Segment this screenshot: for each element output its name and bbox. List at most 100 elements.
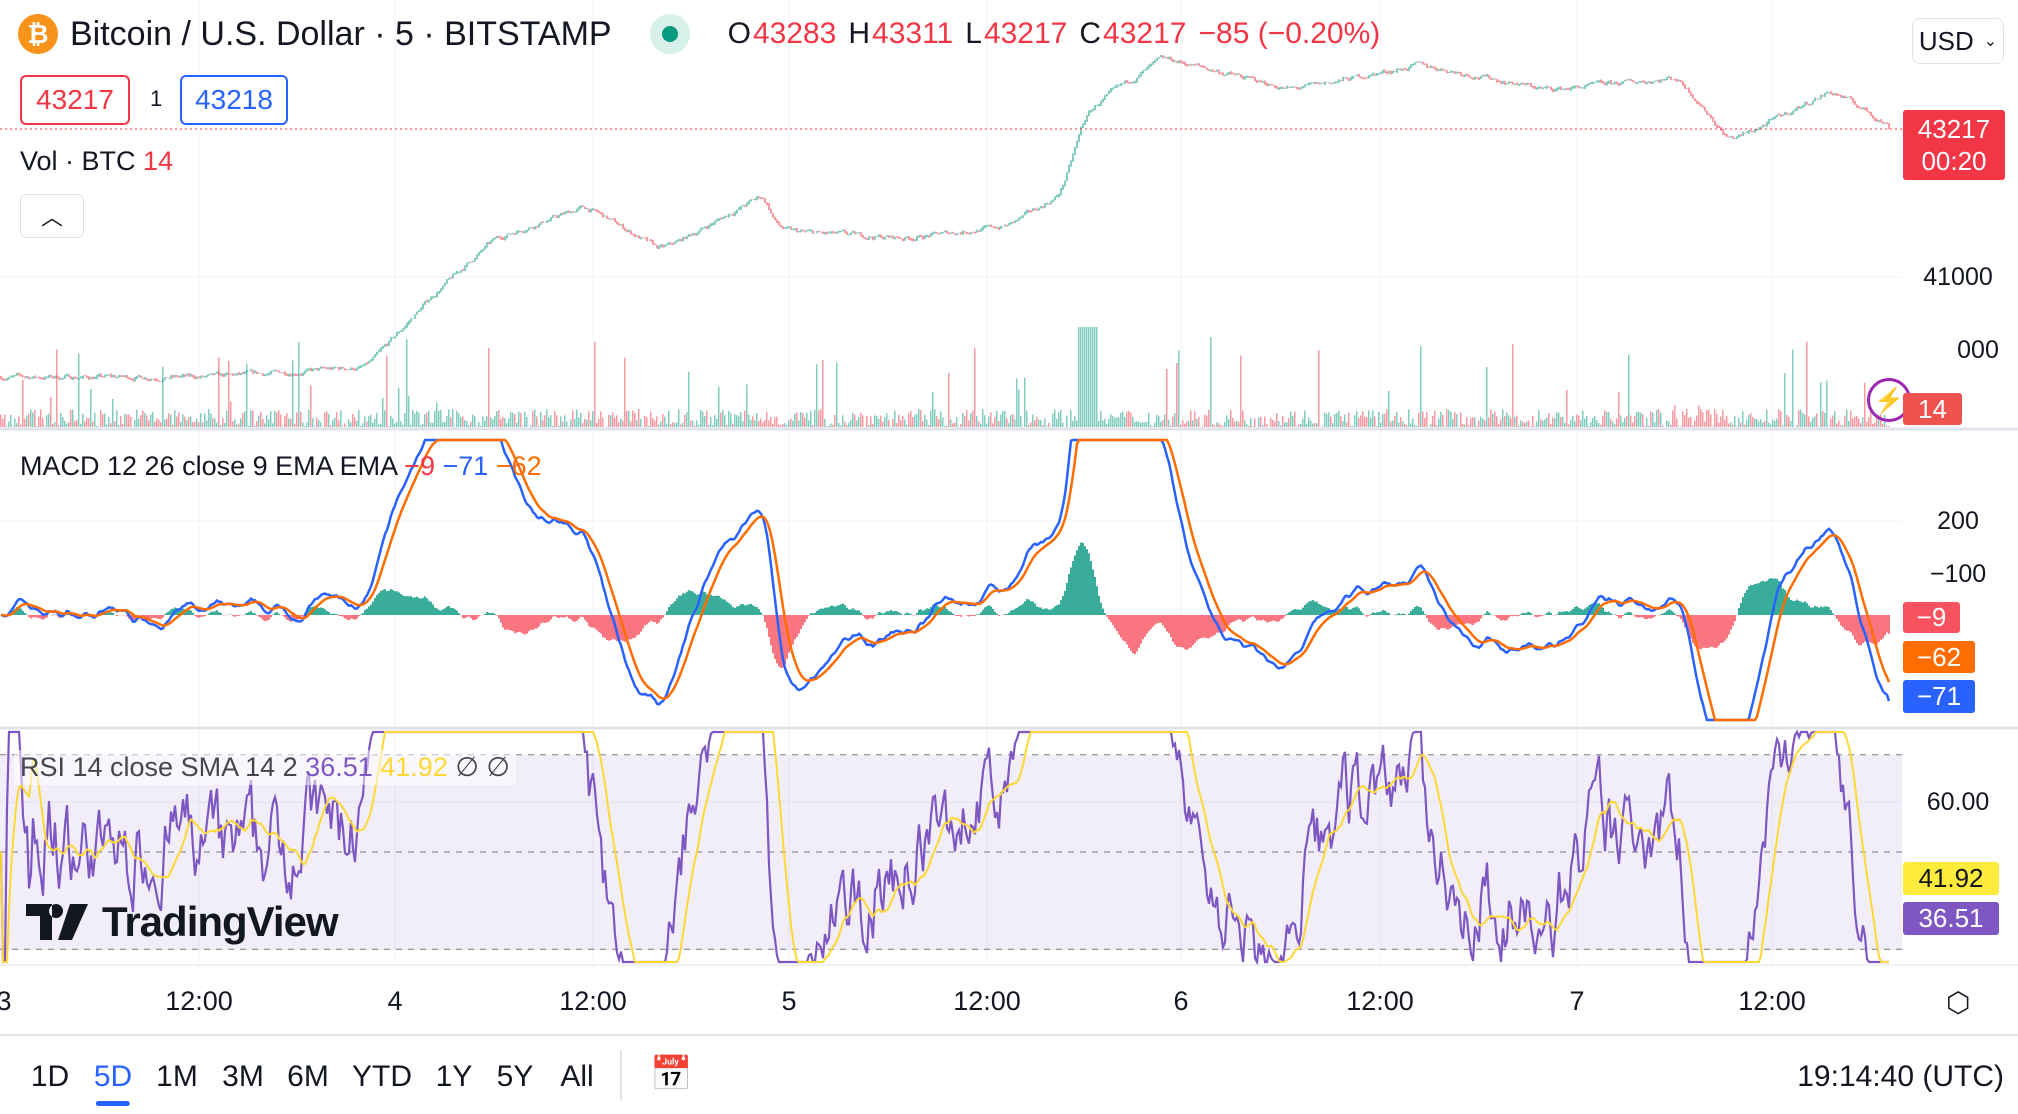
macd-histogram-bar bbox=[1836, 615, 1838, 619]
volume-bar bbox=[1248, 425, 1250, 427]
macd-histogram-bar bbox=[1712, 615, 1714, 648]
volume-bar bbox=[238, 423, 240, 427]
macd-histogram-bar bbox=[958, 615, 960, 617]
macd-histogram-bar bbox=[1250, 615, 1252, 617]
volume-bar bbox=[1498, 424, 1500, 427]
collapse-legend-button[interactable]: ︿ bbox=[20, 194, 84, 238]
volume-bar bbox=[710, 416, 712, 427]
macd-histogram-bar bbox=[324, 609, 326, 615]
tradingview-logo[interactable]: TradingView bbox=[26, 898, 339, 946]
volume-bar bbox=[1454, 411, 1456, 427]
volume-bar bbox=[68, 422, 70, 427]
volume-bar bbox=[1380, 422, 1382, 427]
macd-histogram-bar bbox=[1102, 608, 1104, 615]
range-5y[interactable]: 5Y bbox=[496, 1060, 534, 1093]
range-1d[interactable]: 1D bbox=[30, 1060, 70, 1093]
chart-canvas[interactable] bbox=[0, 0, 2018, 1034]
volume-bar bbox=[1278, 421, 1280, 427]
macd-histogram-bar bbox=[592, 615, 594, 628]
range-6m[interactable]: 6M bbox=[287, 1060, 329, 1093]
range-all[interactable]: All bbox=[560, 1060, 594, 1093]
range-1y[interactable]: 1Y bbox=[435, 1060, 473, 1093]
volume-bar bbox=[1212, 424, 1214, 427]
macd-histogram-bar bbox=[988, 605, 990, 615]
volume-bar bbox=[554, 410, 556, 427]
macd-histogram-bar bbox=[1484, 613, 1486, 615]
volume-bar bbox=[1650, 411, 1652, 427]
volume-bar bbox=[8, 421, 10, 427]
macd-histogram-bar bbox=[828, 607, 830, 615]
macd-histogram-bar bbox=[1674, 613, 1676, 615]
macd-histogram-bar bbox=[868, 615, 870, 619]
macd-histogram-bar bbox=[1426, 615, 1428, 619]
macd-histogram-bar bbox=[768, 615, 770, 637]
macd-histogram-bar bbox=[1176, 615, 1178, 647]
volume-bar bbox=[452, 409, 454, 427]
macd-histogram-bar bbox=[756, 606, 758, 615]
volume-bar bbox=[1676, 418, 1678, 427]
range-ytd[interactable]: YTD bbox=[352, 1060, 412, 1093]
volume-bar bbox=[888, 419, 890, 427]
volume-bar bbox=[1618, 391, 1620, 427]
macd-histogram-bar bbox=[972, 615, 974, 616]
buy-button[interactable]: 43218 bbox=[180, 75, 288, 125]
macd-histogram-bar bbox=[720, 597, 722, 615]
macd-histogram-bar bbox=[1048, 609, 1050, 615]
volume-bar bbox=[1222, 425, 1224, 427]
volume-bar bbox=[1338, 410, 1340, 427]
volume-bar bbox=[424, 414, 426, 427]
macd-histogram-bar bbox=[808, 615, 810, 616]
macd-histogram-bar bbox=[170, 609, 172, 615]
volume-bar bbox=[1132, 416, 1134, 427]
volume-bar bbox=[1646, 417, 1648, 427]
symbol-title[interactable]: Bitcoin / U.S. Dollar · 5 · BITSTAMP bbox=[70, 14, 612, 53]
volume-bar bbox=[546, 409, 548, 427]
volume-bar bbox=[566, 421, 568, 427]
range-1m[interactable]: 1M bbox=[156, 1060, 198, 1093]
volume-bar bbox=[640, 419, 642, 427]
volume-bar bbox=[1362, 411, 1364, 427]
volume-bar bbox=[24, 418, 26, 427]
macd-histogram-bar bbox=[1516, 615, 1518, 617]
volume-bar bbox=[330, 425, 332, 427]
volume-bar bbox=[474, 416, 476, 427]
rsi-value: 36.51 bbox=[305, 752, 373, 782]
go-to-date-calendar-icon[interactable]: 📅 bbox=[650, 1055, 693, 1093]
macd-histogram-bar bbox=[850, 609, 852, 615]
range-5d[interactable]: 5D bbox=[93, 1060, 133, 1106]
volume-bar bbox=[1026, 410, 1028, 427]
clock[interactable]: 19:14:40 (UTC) bbox=[1797, 1060, 2004, 1093]
volume-bar bbox=[94, 412, 96, 427]
macd-histogram-bar bbox=[1212, 615, 1214, 637]
volume-bar bbox=[1376, 426, 1378, 427]
macd-histogram-bar bbox=[970, 615, 972, 616]
macd-histogram-bar bbox=[612, 615, 614, 639]
volume-bar bbox=[394, 423, 396, 427]
macd-histogram-bar bbox=[1800, 601, 1802, 615]
volume-bar bbox=[1868, 417, 1870, 427]
settings-icon[interactable]: ⬡ bbox=[1946, 987, 1971, 1018]
rsi-legend[interactable]: RSI 14 close SMA 14 2 36.51 41.92 ∅ ∅ bbox=[14, 750, 516, 785]
volume-legend[interactable]: Vol · BTC 14 bbox=[20, 146, 173, 177]
volume-bar bbox=[1658, 409, 1660, 427]
volume-bar bbox=[780, 425, 782, 427]
volume-bar bbox=[262, 418, 264, 427]
market-status-icon[interactable] bbox=[649, 14, 690, 54]
volume-bar bbox=[934, 409, 936, 427]
macd-histogram-bar bbox=[1642, 615, 1644, 618]
macd-histogram-bar bbox=[140, 615, 142, 616]
macd-histogram-bar bbox=[354, 615, 356, 620]
macd-histogram-bar bbox=[1636, 615, 1638, 618]
macd-legend[interactable]: MACD 12 26 close 9 EMA EMA −9 −71 −62 bbox=[20, 451, 542, 482]
macd-histogram-bar bbox=[512, 615, 514, 632]
macd-histogram-bar bbox=[554, 615, 556, 617]
macd-histogram-bar bbox=[466, 615, 468, 618]
macd-histogram-bar bbox=[1340, 608, 1342, 615]
volume-bar bbox=[582, 423, 584, 427]
sell-button[interactable]: 43217 bbox=[20, 75, 130, 125]
macd-histogram-bar bbox=[1630, 612, 1632, 615]
volume-bar bbox=[466, 421, 468, 427]
macd-histogram-bar bbox=[1832, 613, 1834, 615]
currency-select[interactable]: USD ⌄ bbox=[1912, 18, 2004, 64]
range-3m[interactable]: 3M bbox=[222, 1060, 264, 1093]
